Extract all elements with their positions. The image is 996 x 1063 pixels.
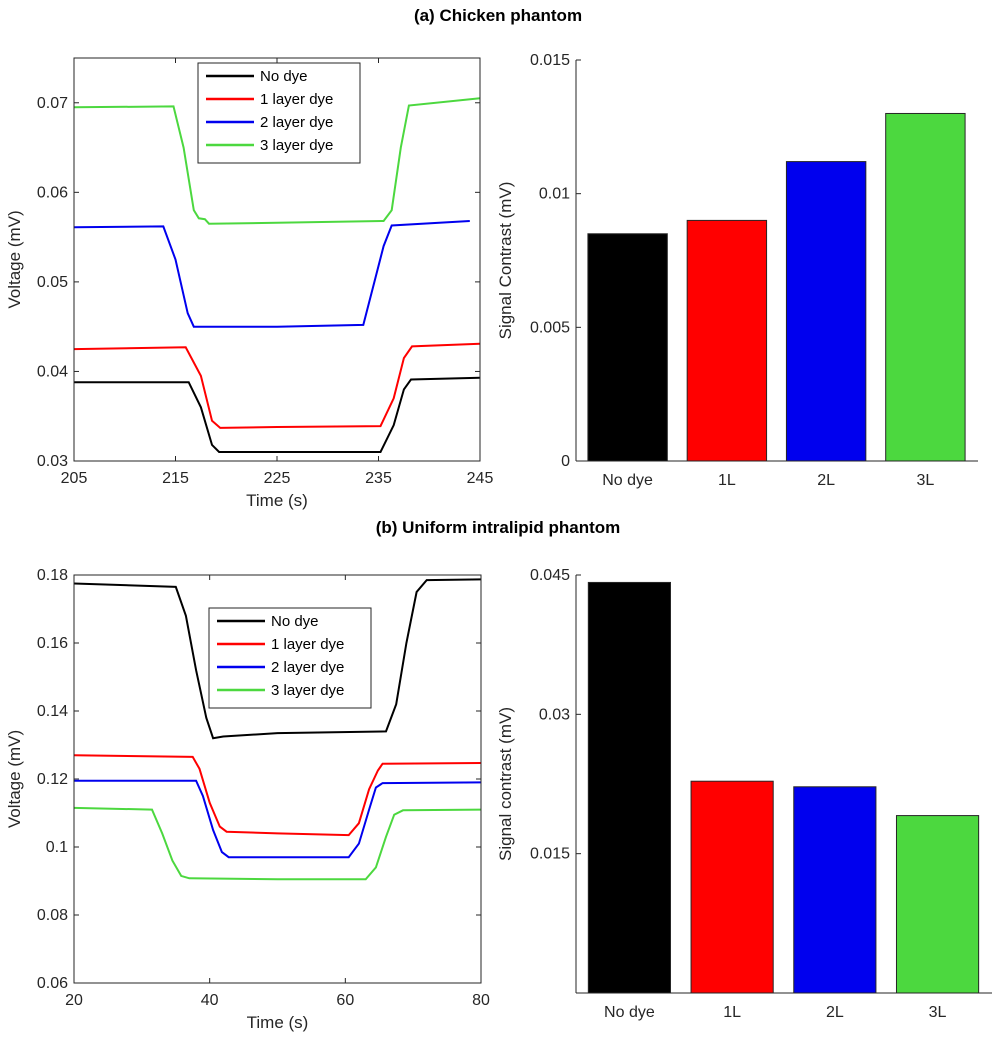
b-right-ytick-label: 0.03	[539, 706, 570, 723]
a-right-ytick-label: 0	[561, 453, 570, 470]
a-right-category-label: 1L	[718, 472, 736, 489]
a-right-ytick-label: 0.005	[530, 319, 570, 336]
a-right-ylabel: Signal Contrast (mV)	[496, 182, 515, 340]
panel-a-title: (a) Chicken phantom	[413, 6, 583, 25]
b-right-ylabel: Signal contrast (mV)	[496, 707, 515, 861]
a-left-series-2	[73, 220, 470, 328]
b-left-xtick-label: 40	[201, 992, 219, 1009]
a-left-xtick-label: 225	[264, 470, 291, 487]
a-right-ytick-label: 0.015	[530, 52, 570, 69]
b-left-legend-box	[208, 607, 372, 709]
b-left-xlabel: Time (s)	[247, 1013, 309, 1032]
b-left-series-3	[73, 806, 482, 881]
b-left-legend-label-1: 1 layer dye	[271, 636, 344, 653]
a-left-legend-box	[197, 62, 361, 164]
a-left-ytick-label: 0.04	[37, 363, 68, 380]
b-left-xtick-label: 20	[65, 992, 83, 1009]
a-left-series-1	[73, 342, 481, 429]
a-left-xtick-label: 215	[162, 470, 189, 487]
b-left-xtick-label: 80	[472, 992, 490, 1009]
a-right-bar-3	[885, 112, 966, 462]
a-left-ytick-label: 0.05	[37, 274, 68, 291]
a-left-ytick-label: 0.06	[37, 184, 68, 201]
a-left-series-3	[73, 97, 481, 225]
b-left-ytick-label: 0.12	[37, 771, 68, 788]
b-left-legend-label-2: 2 layer dye	[271, 659, 344, 676]
b-right-bar-2	[793, 786, 877, 994]
b-left-legend-label-0: No dye	[271, 613, 319, 630]
a-right-category-label: 2L	[817, 472, 835, 489]
a-left-legend-label-0: No dye	[260, 68, 308, 85]
a-left-xtick-label: 245	[467, 470, 494, 487]
a-left-legend-label-1: 1 layer dye	[260, 91, 333, 108]
panel-b-title: (b) Uniform intralipid phantom	[375, 518, 621, 537]
b-left-legend-label-3: 3 layer dye	[271, 682, 344, 699]
a-left-ylabel: Voltage (mV)	[5, 210, 24, 308]
b-left-ytick-label: 0.1	[46, 839, 68, 856]
a-right-bar-1	[686, 219, 768, 462]
b-left-series-0	[73, 578, 482, 740]
b-left-xtick-label: 60	[336, 992, 354, 1009]
a-left-ytick-label: 0.03	[37, 453, 68, 470]
a-right-ytick-label: 0.01	[539, 186, 570, 203]
a-right-category-label: No dye	[602, 472, 653, 489]
b-left-ytick-label: 0.14	[37, 703, 68, 720]
a-right-bar-0	[587, 233, 668, 462]
b-left-ylabel: Voltage (mV)	[5, 730, 24, 828]
b-right-category-label: No dye	[604, 1004, 655, 1021]
b-right-bar-3	[895, 815, 980, 994]
a-right-category-label: 3L	[916, 472, 934, 489]
b-left-ytick-label: 0.08	[37, 907, 68, 924]
b-left-ytick-label: 0.06	[37, 975, 68, 992]
a-left-legend-label-2: 2 layer dye	[260, 114, 333, 131]
b-right-category-label: 2L	[826, 1004, 844, 1021]
b-right-category-label: 1L	[723, 1004, 741, 1021]
a-left-legend-label-3: 3 layer dye	[260, 137, 333, 154]
a-right-bar-2	[785, 161, 867, 462]
a-left-xtick-label: 235	[365, 470, 392, 487]
b-left-ytick-label: 0.16	[37, 635, 68, 652]
b-left-ytick-label: 0.18	[37, 567, 68, 584]
a-left-ytick-label: 0.07	[37, 95, 68, 112]
b-right-bar-1	[690, 780, 774, 994]
b-left-series-2	[74, 779, 482, 859]
a-left-xtick-label: 205	[61, 470, 88, 487]
b-right-bar-0	[587, 581, 671, 994]
a-left-xlabel: Time (s)	[246, 491, 308, 510]
b-right-category-label: 3L	[929, 1004, 947, 1021]
b-right-ytick-label: 0.015	[530, 846, 570, 863]
a-left-series-0	[74, 376, 481, 453]
b-left-series-1	[73, 754, 482, 837]
b-right-ytick-label: 0.045	[530, 567, 570, 584]
